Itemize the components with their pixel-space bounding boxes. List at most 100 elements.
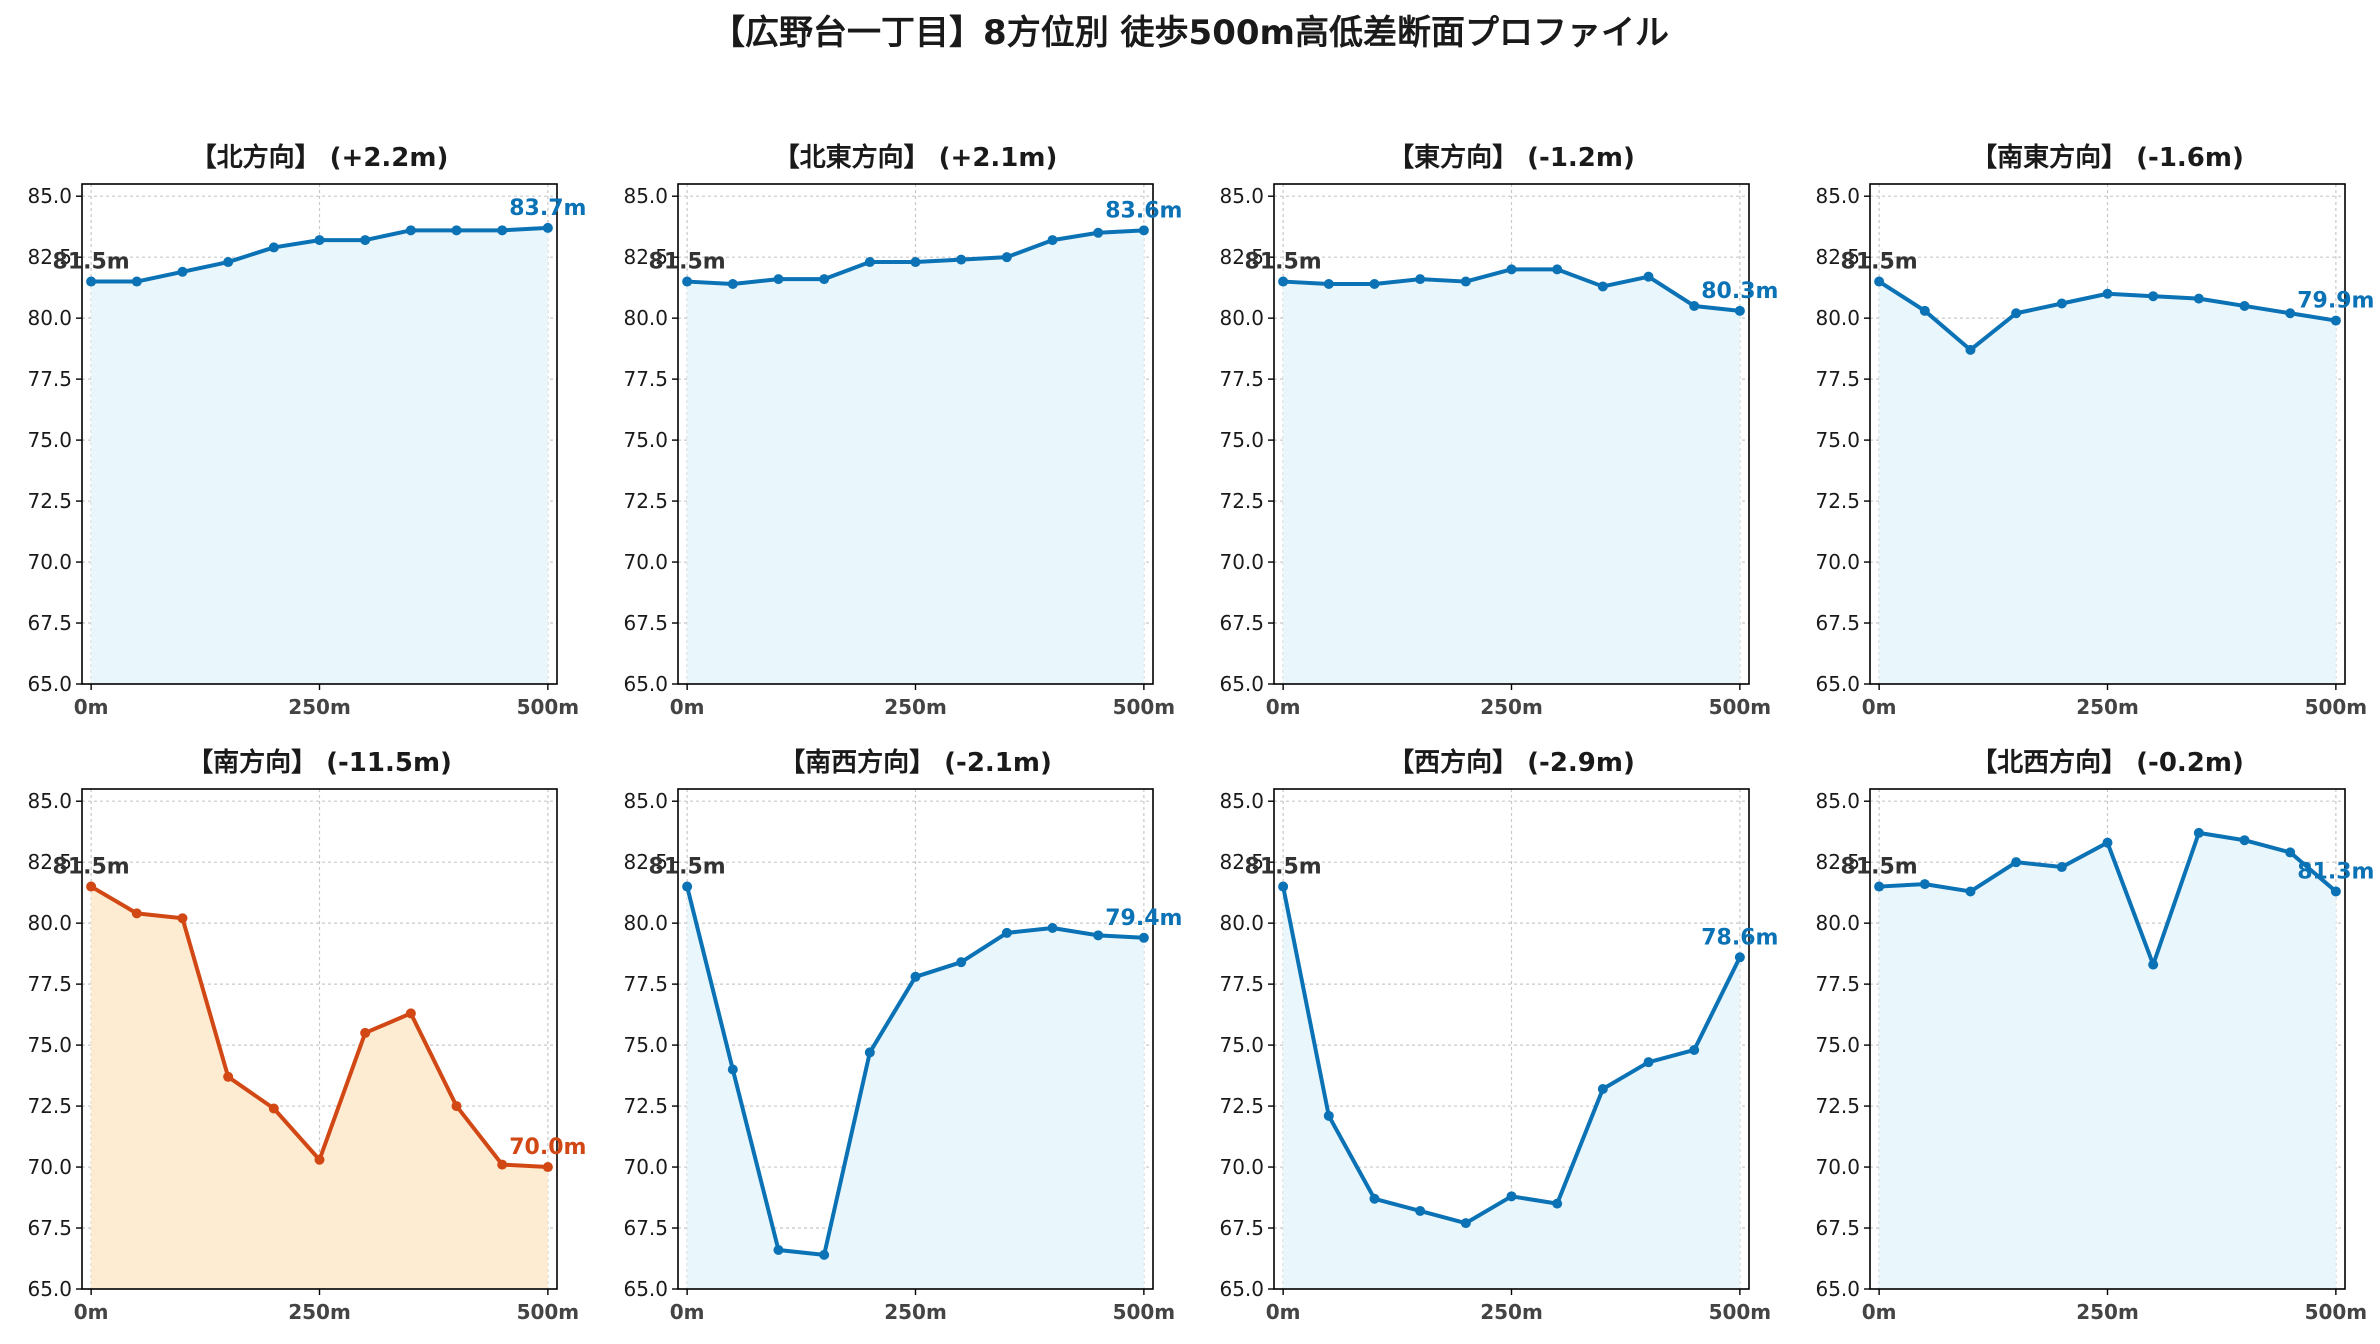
data-point: [956, 957, 967, 968]
chart-title: 【南東方向】 (-1.6m): [1971, 142, 2244, 173]
area-fill: [1879, 281, 2336, 684]
data-point: [451, 1101, 462, 1112]
x-tick-label: 500m: [1113, 1300, 1176, 1324]
x-tick-label: 250m: [288, 695, 351, 719]
y-tick-label: 70.0: [1219, 1155, 1264, 1179]
chart-panel-5: 【南方向】 (-11.5m) 65.0 67.5 70.0 72.5 75.0 77.5 80…: [27, 747, 586, 1324]
chart-title: 【南西方向】 (-2.1m): [779, 747, 1052, 778]
data-point: [1138, 225, 1149, 236]
page-title: 【広野台一丁目】8方位別 徒歩500m高低差断面プロファイル: [711, 13, 1669, 53]
y-tick-label: 65.0: [1815, 1277, 1860, 1301]
y-tick-label: 72.5: [27, 489, 72, 513]
y-tick-label: 75.0: [27, 428, 72, 452]
data-point: [1093, 227, 1104, 238]
data-point: [1278, 276, 1289, 287]
data-point: [1278, 881, 1289, 892]
end-value-label: 80.3m: [1701, 279, 1778, 304]
data-point: [2285, 308, 2296, 319]
area-fill: [1283, 886, 1740, 1289]
y-tick-label: 70.0: [1815, 550, 1860, 574]
y-tick-label: 82.5: [27, 850, 72, 874]
data-point: [2193, 827, 2204, 838]
y-tick-label: 67.5: [1815, 1216, 1860, 1240]
y-tick-label: 85.0: [27, 184, 72, 208]
y-tick-label: 82.5: [623, 245, 668, 269]
data-point: [223, 1071, 234, 1082]
x-tick-label: 500m: [2305, 695, 2368, 719]
data-point: [1965, 886, 1976, 897]
chart-title: 【北東方向】 (+2.1m): [774, 142, 1058, 173]
data-point: [1323, 1110, 1334, 1121]
chart-title: 【北西方向】 (-0.2m): [1971, 747, 2244, 778]
data-point: [1597, 1084, 1608, 1094]
area-fill: [91, 886, 548, 1289]
y-tick-label: 65.0: [27, 1277, 72, 1301]
y-tick-label: 65.0: [623, 1277, 668, 1301]
data-point: [131, 276, 142, 287]
x-tick-label: 0m: [1266, 695, 1301, 719]
area-fill: [687, 230, 1144, 684]
data-point: [497, 1159, 508, 1170]
data-point: [773, 274, 784, 285]
data-point: [86, 881, 97, 892]
y-tick-label: 65.0: [623, 672, 668, 696]
data-point: [405, 1008, 416, 1019]
y-tick-label: 77.5: [1815, 972, 1860, 996]
end-value-label: 70.0m: [509, 1135, 586, 1160]
y-tick-label: 67.5: [623, 611, 668, 635]
data-point: [1001, 252, 1012, 263]
data-point: [1506, 264, 1517, 275]
chart-panel-3: 【東方向】 (-1.2m) 65.0 67.5 70.0 72.5 75.0 77.5 80.…: [1219, 142, 1778, 719]
data-point: [223, 257, 234, 268]
y-tick-label: 67.5: [1219, 1216, 1264, 1240]
chart-panel-4: 【南東方向】 (-1.6m) 65.0 67.5 70.0 72.5 75.0 77.5 80…: [1815, 142, 2374, 719]
data-point: [1597, 281, 1608, 292]
y-tick-label: 80.0: [1219, 911, 1264, 935]
y-tick-label: 85.0: [1219, 184, 1264, 208]
data-point: [542, 222, 553, 233]
y-tick-label: 85.0: [623, 184, 668, 208]
x-tick-label: 250m: [2076, 1300, 2139, 1324]
y-tick-label: 70.0: [27, 1155, 72, 1179]
y-tick-label: 67.5: [27, 1216, 72, 1240]
y-tick-label: 75.0: [1219, 1033, 1264, 1057]
end-value-label: 83.6m: [1105, 198, 1182, 223]
y-tick-label: 72.5: [623, 489, 668, 513]
data-point: [1093, 930, 1104, 941]
x-tick-label: 0m: [74, 1300, 109, 1324]
y-tick-label: 72.5: [1219, 1094, 1264, 1118]
end-value-label: 79.4m: [1105, 906, 1182, 931]
area-fill: [687, 886, 1144, 1289]
end-value-label: 83.7m: [509, 196, 586, 221]
data-point: [910, 257, 921, 268]
data-point: [2056, 298, 2067, 309]
data-point: [2102, 288, 2113, 299]
start-value-label: 81.5m: [53, 855, 130, 880]
data-point: [773, 1244, 784, 1255]
y-tick-label: 65.0: [1815, 672, 1860, 696]
y-tick-label: 82.5: [27, 245, 72, 269]
chart-title: 【東方向】 (-1.2m): [1388, 142, 1635, 173]
data-point: [2102, 837, 2113, 848]
data-point: [1919, 879, 1930, 890]
data-point: [727, 1064, 738, 1075]
data-point: [360, 1027, 371, 1038]
data-point: [1552, 1198, 1563, 1209]
data-point: [1001, 927, 1012, 938]
y-tick-label: 75.0: [623, 428, 668, 452]
data-point: [451, 225, 462, 236]
data-point: [497, 225, 508, 236]
data-point: [2239, 300, 2250, 311]
data-point: [1415, 1205, 1426, 1216]
y-tick-label: 80.0: [623, 306, 668, 330]
start-value-label: 81.5m: [53, 250, 130, 275]
start-value-label: 81.5m: [1245, 250, 1322, 275]
y-tick-label: 67.5: [623, 1216, 668, 1240]
data-point: [2148, 291, 2159, 302]
x-tick-label: 500m: [1709, 695, 1772, 719]
x-tick-label: 500m: [517, 695, 580, 719]
y-tick-label: 67.5: [27, 611, 72, 635]
start-value-label: 81.5m: [1245, 855, 1322, 880]
data-point: [314, 235, 325, 246]
data-point: [360, 235, 371, 246]
